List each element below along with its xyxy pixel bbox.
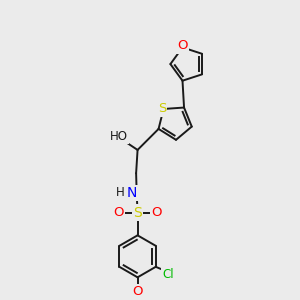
Text: O: O: [177, 40, 188, 52]
Text: O: O: [113, 206, 124, 219]
Text: Cl: Cl: [162, 268, 174, 281]
Text: H: H: [116, 186, 125, 199]
Text: O: O: [151, 206, 162, 219]
Text: S: S: [158, 103, 166, 116]
Text: S: S: [133, 206, 142, 220]
Text: O: O: [132, 285, 143, 298]
Text: N: N: [126, 186, 136, 200]
Text: HO: HO: [110, 130, 128, 143]
